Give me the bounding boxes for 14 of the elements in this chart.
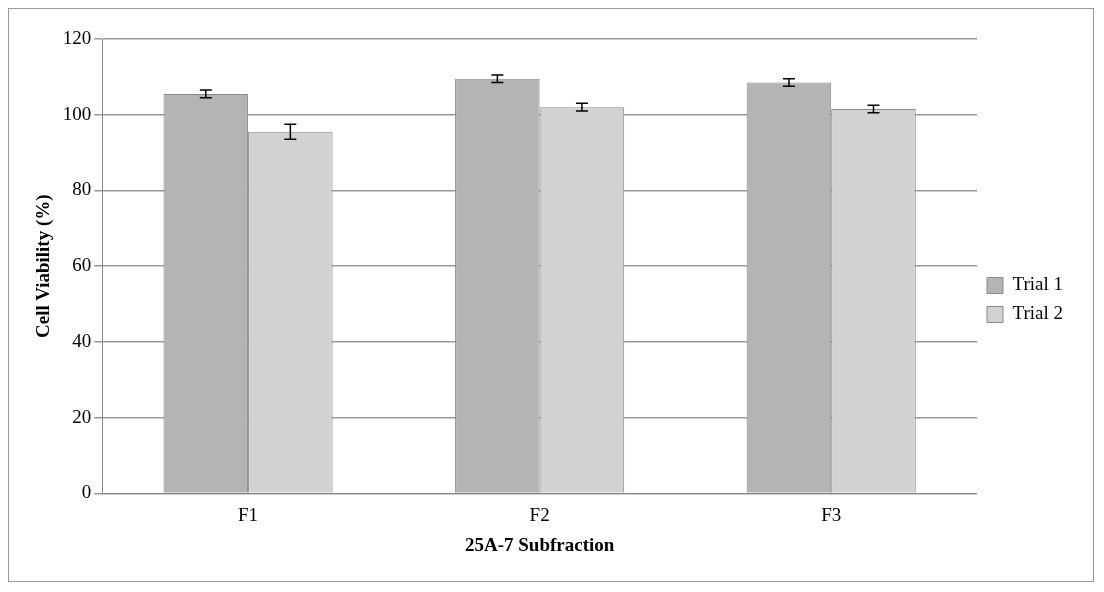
x-tick-label: F2 xyxy=(529,503,550,525)
x-tick-label: F3 xyxy=(821,503,842,525)
y-tick-label: 80 xyxy=(72,178,92,200)
y-tick-label: 120 xyxy=(62,26,92,48)
y-tick-label: 0 xyxy=(81,481,92,503)
y-tick-label: 60 xyxy=(72,254,92,276)
y-axis-title: Cell Viability (%) xyxy=(32,194,55,338)
y-tick-label: 100 xyxy=(62,102,92,124)
legend-label: Trial 1 xyxy=(1012,273,1064,295)
y-tick-label: 40 xyxy=(72,329,92,351)
x-tick-label: F1 xyxy=(238,503,259,525)
legend-label: Trial 2 xyxy=(1012,302,1064,324)
y-tick-label: 20 xyxy=(72,405,92,427)
x-axis-title: 25A-7 Subfraction xyxy=(464,533,615,555)
